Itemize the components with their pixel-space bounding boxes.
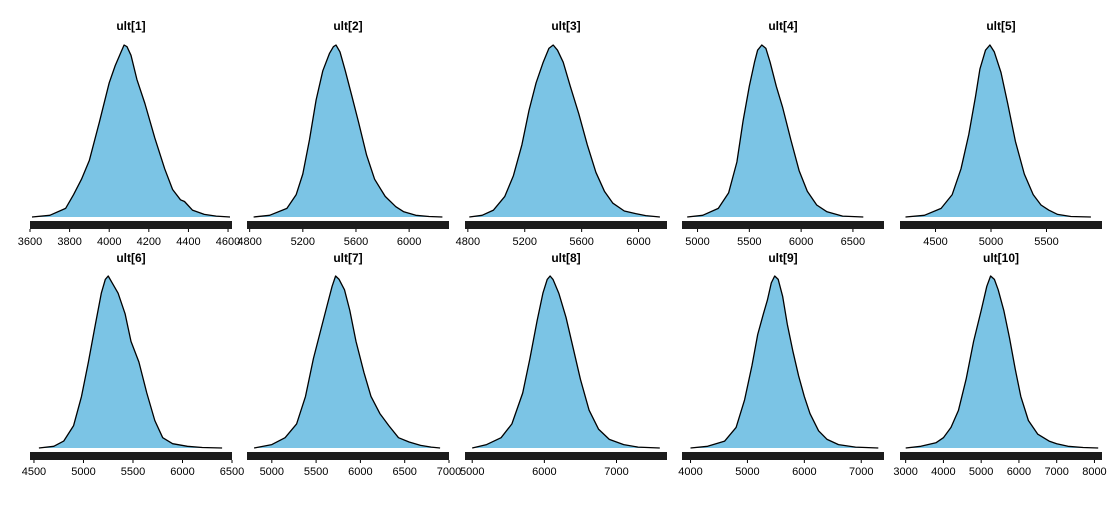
tick-label: 7000 xyxy=(604,466,628,478)
tick-label: 5500 xyxy=(121,466,145,478)
panel: ult[8] 5000 6000 7000 xyxy=(460,251,667,478)
density-curve xyxy=(690,275,879,449)
density-area xyxy=(472,276,660,448)
panel-title: ult[2] xyxy=(333,19,362,33)
tick-label: 4000 xyxy=(931,466,955,478)
panel: ult[1] 3600 3800 4000 4200 4400 4600 xyxy=(18,19,241,248)
axis-bar xyxy=(682,452,884,460)
tick-label: 6000 xyxy=(532,466,556,478)
tick-label: 4200 xyxy=(137,236,161,248)
panel: ult[6] 4500 5000 5500 6000 6500 xyxy=(22,251,245,478)
tick-label: 6000 xyxy=(170,466,194,478)
tick-label: 5500 xyxy=(737,236,761,248)
tick-label: 4800 xyxy=(237,236,261,248)
axis-bar xyxy=(682,221,884,229)
density-curve xyxy=(38,275,223,449)
tick-label: 6000 xyxy=(397,236,421,248)
density-area xyxy=(254,276,441,448)
tick-label: 7000 xyxy=(1044,466,1068,478)
tick-label: 6000 xyxy=(626,236,650,248)
density-area xyxy=(905,45,1091,217)
tick-label: 5600 xyxy=(344,236,368,248)
tick-label: 4000 xyxy=(678,466,702,478)
density-area xyxy=(32,45,230,217)
tick-label: 5000 xyxy=(460,466,484,478)
tick-label: 4500 xyxy=(22,466,46,478)
tick-label: 4400 xyxy=(176,236,200,248)
density-area xyxy=(469,45,660,217)
tick-label: 6000 xyxy=(789,236,813,248)
tick-label: 5200 xyxy=(291,236,315,248)
panel-title: ult[3] xyxy=(551,19,580,33)
tick-label: 5000 xyxy=(735,466,759,478)
tick-label: 6000 xyxy=(348,466,372,478)
density-area xyxy=(253,45,443,217)
axis-bar xyxy=(30,221,232,229)
panel: ult[2] 4800 5200 5600 6000 xyxy=(237,19,449,248)
panel-title: ult[9] xyxy=(768,251,797,265)
tick-label: 3000 xyxy=(893,466,917,478)
tick-label: 4000 xyxy=(97,236,121,248)
panel: ult[9] 4000 5000 6000 7000 xyxy=(678,251,884,478)
density-area xyxy=(905,276,1099,448)
axis-bar xyxy=(247,221,449,229)
tick-label: 5500 xyxy=(304,466,328,478)
axis-bar xyxy=(465,221,667,229)
axis-bar xyxy=(465,452,667,460)
axis-bar xyxy=(247,452,449,460)
tick-label: 5000 xyxy=(979,236,1003,248)
tick-label: 4600 xyxy=(216,236,240,248)
axis-bar xyxy=(900,221,1102,229)
tick-label: 5000 xyxy=(969,466,993,478)
tick-label: 5200 xyxy=(513,236,537,248)
tick-label: 6000 xyxy=(1007,466,1031,478)
tick-label: 6500 xyxy=(841,236,865,248)
density-area xyxy=(687,45,864,217)
density-curve xyxy=(253,275,441,449)
tick-label: 6000 xyxy=(792,466,816,478)
panel: ult[4] 5000 5500 6000 6500 xyxy=(682,19,884,248)
panel: ult[7] 5000 5500 6000 6500 7000 xyxy=(247,251,461,478)
tick-label: 4800 xyxy=(456,236,480,248)
panel-title: ult[5] xyxy=(986,19,1015,33)
panel-title: ult[10] xyxy=(983,251,1019,265)
panel: ult[5] 4500 5000 5500 xyxy=(900,19,1102,248)
density-area xyxy=(690,276,879,448)
tick-label: 6500 xyxy=(392,466,416,478)
tick-label: 4500 xyxy=(923,236,947,248)
density-curve xyxy=(687,44,864,218)
panel-title: ult[4] xyxy=(768,19,797,33)
tick-label: 5000 xyxy=(260,466,284,478)
panel: ult[10] 3000 4000 5000 6000 7000 8000 xyxy=(893,251,1106,478)
tick-label: 5000 xyxy=(71,466,95,478)
panel: ult[3] 4800 5200 5600 6000 xyxy=(456,19,667,248)
density-curve xyxy=(905,44,1091,218)
panel-title: ult[6] xyxy=(116,251,145,265)
panel-title: ult[1] xyxy=(116,19,145,33)
tick-label: 7000 xyxy=(849,466,873,478)
density-curve xyxy=(253,44,443,218)
tick-label: 5600 xyxy=(569,236,593,248)
tick-label: 5500 xyxy=(1034,236,1058,248)
panel-title: ult[8] xyxy=(551,251,580,265)
axis-bar xyxy=(30,452,232,460)
tick-label: 8000 xyxy=(1082,466,1106,478)
panel-title: ult[7] xyxy=(333,251,362,265)
density-curve xyxy=(905,275,1099,449)
tick-label: 6500 xyxy=(220,466,244,478)
density-curve xyxy=(469,44,660,218)
density-curve xyxy=(472,275,660,449)
tick-label: 7000 xyxy=(437,466,461,478)
axis-bar xyxy=(900,452,1102,460)
tick-label: 3600 xyxy=(18,236,42,248)
tick-label: 3800 xyxy=(57,236,81,248)
tick-label: 5000 xyxy=(685,236,709,248)
density-area xyxy=(38,276,223,448)
density-curve xyxy=(31,44,231,218)
